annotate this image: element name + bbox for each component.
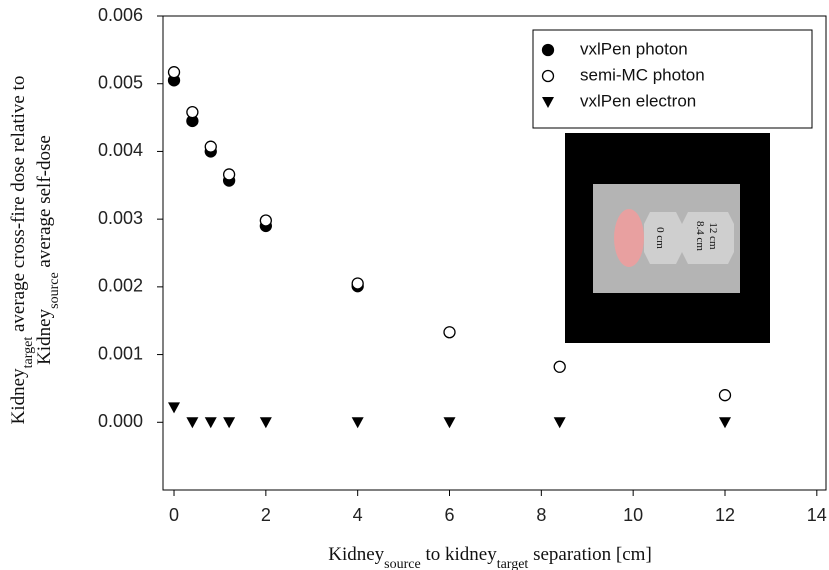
marker bbox=[542, 97, 554, 108]
marker bbox=[541, 43, 555, 57]
inset-kidney bbox=[644, 212, 682, 264]
x-tick-label: 8 bbox=[536, 505, 546, 525]
marker bbox=[204, 140, 217, 153]
y-tick-label: 0.001 bbox=[98, 343, 143, 363]
marker bbox=[553, 360, 566, 373]
inset-kidney bbox=[682, 212, 734, 264]
x-axis-title-sub: source bbox=[384, 557, 421, 570]
y-tick-label: 0.004 bbox=[98, 140, 143, 160]
y-axis-title-part: Kidney bbox=[34, 308, 55, 364]
legend-label: vxlPen photon bbox=[580, 39, 688, 58]
marker bbox=[259, 417, 272, 429]
inset-label: 0 cm bbox=[654, 227, 666, 249]
y-tick-label: 0.003 bbox=[98, 208, 143, 228]
marker bbox=[168, 402, 181, 414]
x-tick-label: 2 bbox=[261, 505, 271, 525]
marker bbox=[443, 326, 456, 339]
inset: 0 cm 12 cm 8.4 cm bbox=[565, 133, 770, 343]
x-tick-label: 6 bbox=[444, 505, 454, 525]
y-tick-label: 0.006 bbox=[98, 5, 143, 25]
inset-label: 8.4 cm bbox=[694, 221, 706, 251]
x-tick-label: 10 bbox=[623, 505, 643, 525]
y-axis-title-sub: source bbox=[47, 272, 62, 309]
marker bbox=[351, 277, 364, 290]
marker bbox=[186, 417, 199, 429]
marker bbox=[222, 168, 236, 181]
y-axis-title: Kidneytarget average cross-fire dose rel… bbox=[8, 76, 36, 425]
marker bbox=[223, 417, 236, 429]
y-tick-label: 0.000 bbox=[98, 411, 143, 431]
legend-box bbox=[532, 29, 813, 129]
inset-label: 12 cm bbox=[707, 222, 719, 250]
marker bbox=[204, 417, 217, 429]
marker bbox=[351, 417, 364, 429]
x-axis-title-part: separation [cm] bbox=[528, 544, 651, 565]
x-tick-label: 14 bbox=[807, 505, 827, 525]
x-axis-title-part: Kidney bbox=[328, 544, 384, 565]
y-axis-title: Kidneysource average self-dose bbox=[34, 135, 62, 365]
y-tick-label: 0.005 bbox=[98, 72, 143, 92]
y-axis-title-part: average self-dose bbox=[34, 135, 55, 272]
x-tick-label: 0 bbox=[169, 505, 179, 525]
y-axis-title-part: Kidney bbox=[8, 368, 29, 424]
marker bbox=[167, 66, 181, 79]
marker bbox=[718, 417, 731, 429]
x-axis-title-sub: target bbox=[497, 557, 529, 570]
x-axis-title-part: to kidney bbox=[421, 544, 497, 565]
y-axis-title-sub: target bbox=[21, 337, 36, 369]
plot-frame bbox=[162, 15, 827, 491]
x-tick-label: 4 bbox=[353, 505, 363, 525]
y-axis-title-part: average cross-fire dose relative to bbox=[8, 76, 29, 337]
x-axis-title: Kidneysource to kidneytarget separation … bbox=[328, 544, 652, 570]
marker bbox=[718, 389, 732, 402]
legend-label: vxlPen electron bbox=[580, 91, 696, 110]
x-tick-label: 12 bbox=[715, 505, 735, 525]
inset-source-kidney bbox=[614, 209, 644, 267]
y-tick-label: 0.002 bbox=[98, 276, 143, 296]
marker bbox=[259, 214, 272, 227]
marker bbox=[186, 106, 199, 119]
marker bbox=[541, 69, 555, 83]
marker bbox=[443, 417, 456, 429]
marker bbox=[553, 417, 566, 429]
legend-label: semi-MC photon bbox=[580, 65, 705, 84]
